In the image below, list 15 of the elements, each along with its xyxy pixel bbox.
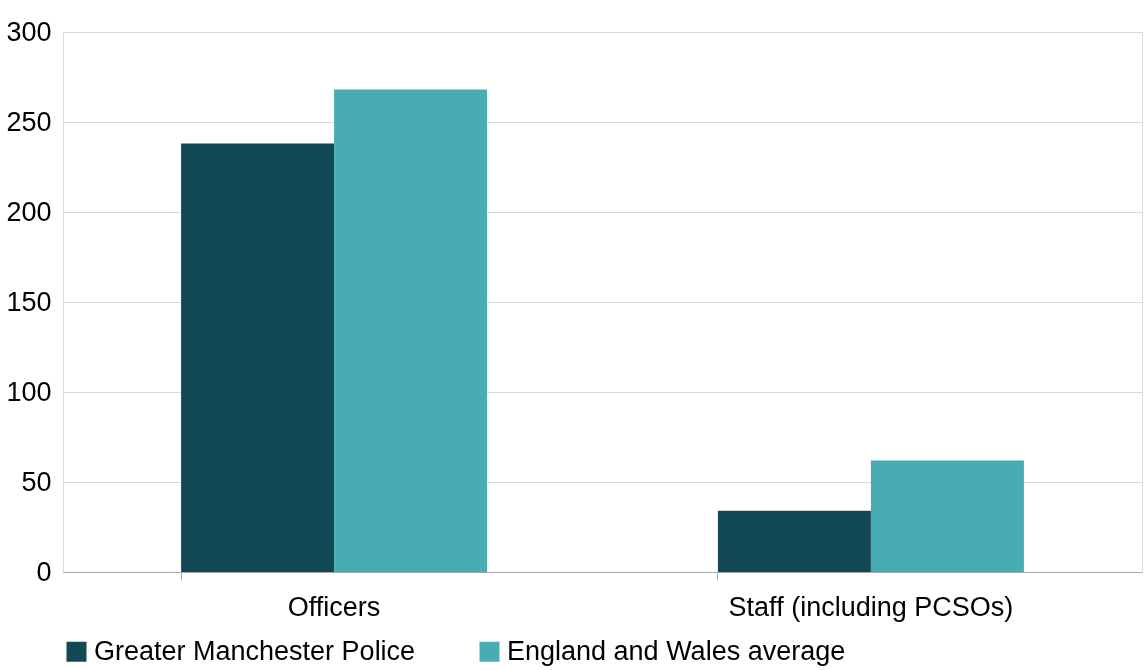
bar [334, 89, 488, 572]
bar [181, 143, 335, 572]
y-tick-label: 50 [21, 466, 52, 497]
y-tick-label: 150 [6, 286, 52, 317]
y-tick-label: 200 [6, 196, 52, 227]
bar [717, 510, 871, 572]
bar [870, 460, 1024, 572]
y-tick-label: 100 [6, 376, 52, 407]
y-tick-label: 0 [36, 556, 52, 587]
legend-label: Greater Manchester Police [94, 635, 416, 666]
x-tick-label: Officers [287, 591, 381, 622]
x-tick-label: Staff (including PCSOs) [728, 591, 1014, 622]
legend-label: England and Wales average [507, 635, 846, 666]
y-tick-label: 250 [6, 106, 52, 137]
y-tick-label: 300 [6, 16, 52, 47]
